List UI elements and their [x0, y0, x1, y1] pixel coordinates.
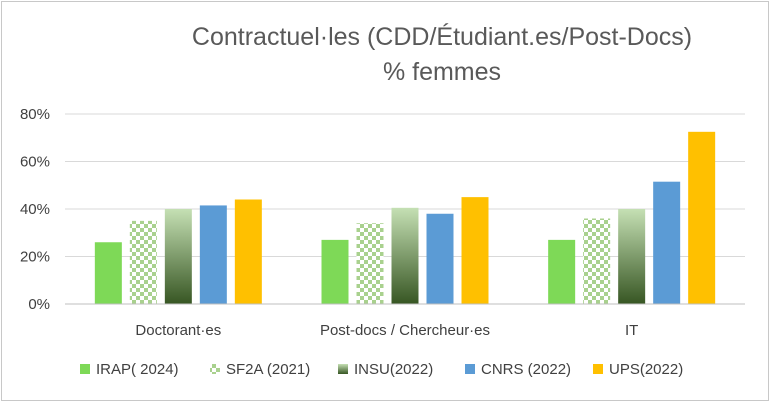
- y-tick-label: 0%: [28, 296, 50, 313]
- bar-ups-2022: [461, 197, 489, 304]
- legend-label: IRAP( 2024): [96, 361, 179, 378]
- y-tick-label: 40%: [20, 201, 50, 218]
- chart-subtitle: % femmes: [383, 58, 501, 86]
- legend-label: CNRS (2022): [481, 361, 571, 378]
- bar-sf2a-2021: [356, 223, 384, 304]
- y-tick-label: 80%: [20, 106, 50, 123]
- bars: [94, 131, 716, 304]
- bar-ups-2022: [688, 131, 716, 304]
- legend-swatch: [593, 364, 603, 374]
- category-label: Post-docs / Chercheur·es: [320, 322, 490, 339]
- y-axis-ticks: 0% 20% 40% 60% 80%: [20, 106, 50, 313]
- bar-sf2a-2021: [129, 220, 157, 304]
- category-label: Doctorant·es: [135, 322, 221, 339]
- bar-sf2a-2021: [583, 218, 611, 304]
- legend-swatch: [210, 364, 220, 374]
- bar-cnrs-2022: [653, 181, 681, 304]
- legend-swatch: [80, 364, 90, 374]
- bar-cnrs-2022: [199, 205, 227, 304]
- chart-title: Contractuel·les (CDD/Étudiant.es/Post-Do…: [192, 22, 692, 51]
- bar-insu-2022: [391, 207, 419, 304]
- bar-insu-2022: [618, 209, 646, 304]
- category-labels: Doctorant·es Post-docs / Chercheur·es IT: [135, 322, 638, 339]
- y-tick-label: 20%: [20, 249, 50, 266]
- bar-irap-2024: [548, 239, 576, 304]
- legend: IRAP( 2024) SF2A (2021) INSU(2022) CNRS (20…: [80, 361, 683, 378]
- legend-label: INSU(2022): [354, 361, 433, 378]
- legend-swatch: [465, 364, 475, 374]
- category-label: IT: [625, 322, 638, 339]
- bar-irap-2024: [321, 239, 349, 304]
- bar-cnrs-2022: [426, 213, 454, 304]
- bar-insu-2022: [164, 209, 192, 304]
- bar-ups-2022: [234, 199, 262, 304]
- legend-label: UPS(2022): [609, 361, 683, 378]
- legend-swatch: [338, 364, 348, 374]
- legend-label: SF2A (2021): [226, 361, 310, 378]
- y-tick-label: 60%: [20, 154, 50, 171]
- bar-irap-2024: [94, 242, 122, 304]
